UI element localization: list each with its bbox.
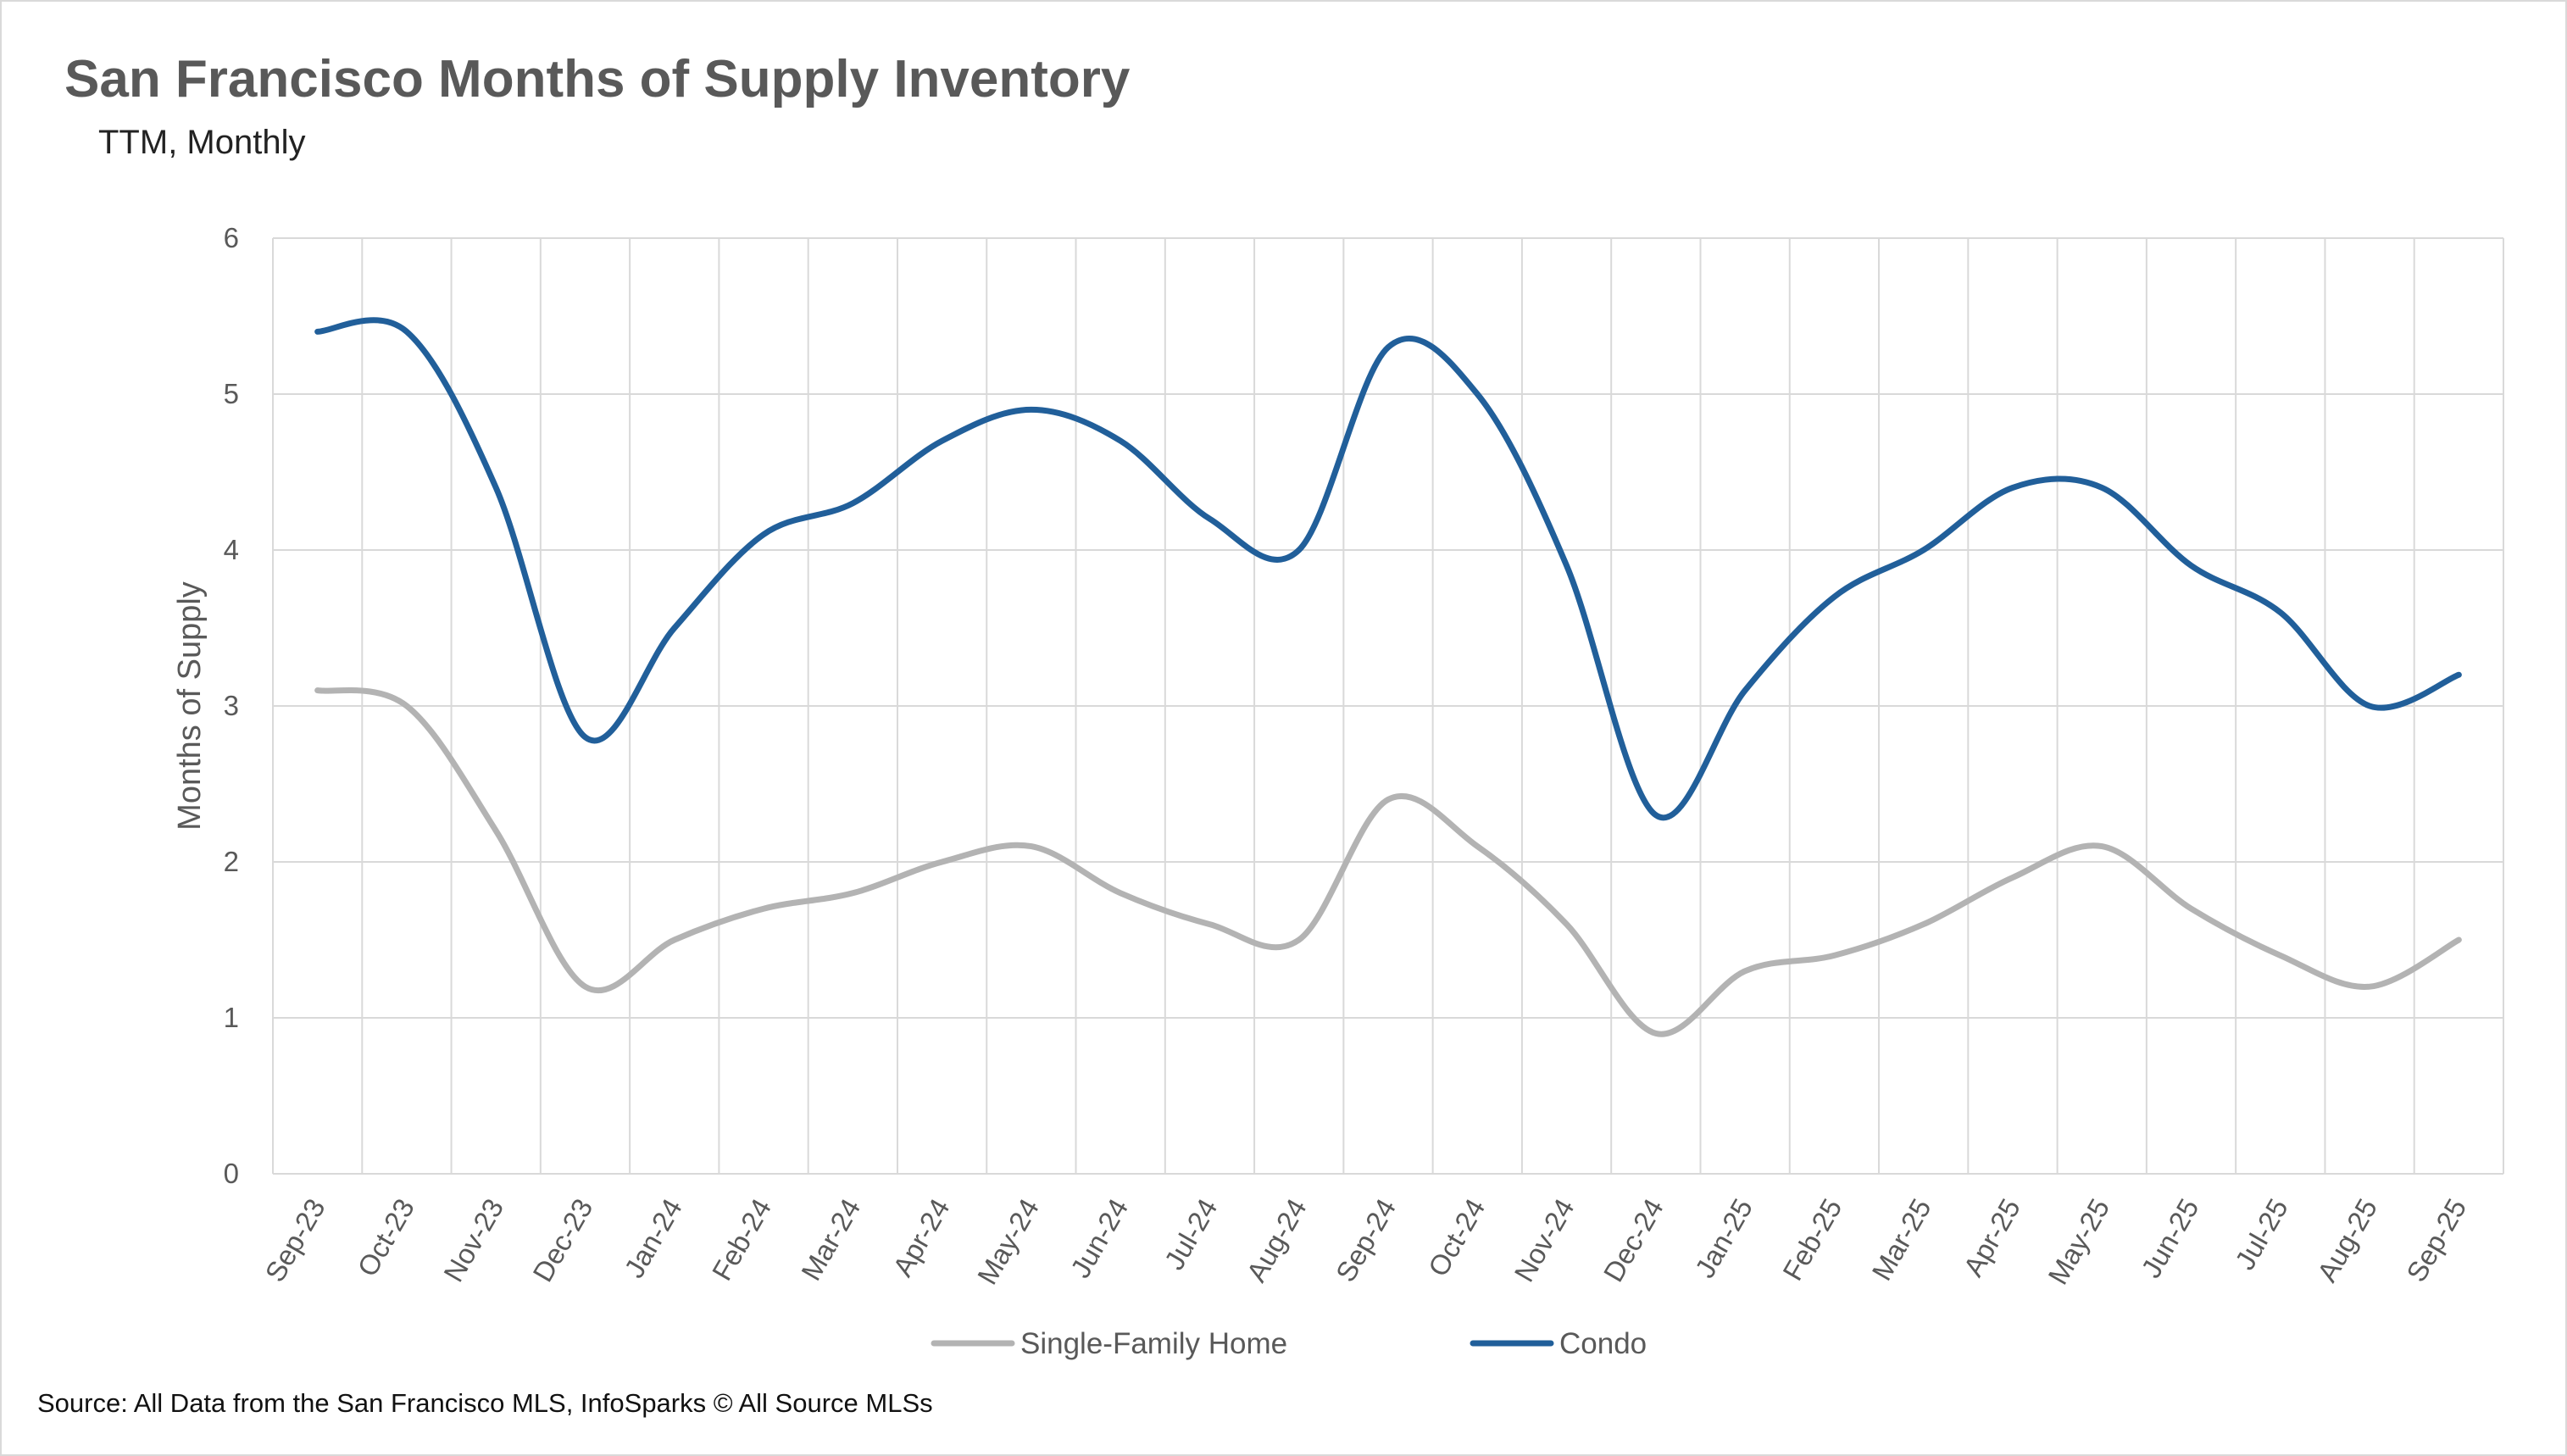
series-line-condo bbox=[314, 317, 2462, 821]
x-tick-label: Oct-24 bbox=[1422, 1193, 1492, 1281]
x-tick-label: Oct-23 bbox=[351, 1193, 420, 1281]
legend-label-condo: Condo bbox=[1559, 1327, 1647, 1360]
y-tick-label: 4 bbox=[224, 534, 239, 565]
x-tick-label: Jan-24 bbox=[618, 1193, 687, 1283]
x-tick-label: Apr-24 bbox=[886, 1193, 956, 1281]
y-tick-label: 5 bbox=[224, 378, 239, 409]
x-tick-label: Sep-24 bbox=[1330, 1193, 1402, 1287]
x-tick-label: Nov-24 bbox=[1508, 1193, 1580, 1287]
x-axis-tick-labels: Sep-23 Oct-23 Nov-23 Dec-23 Jan-24 Feb-24 Mar-… bbox=[258, 1193, 2472, 1290]
legend-label-single-family-home: Single-Family Home bbox=[1020, 1327, 1287, 1360]
x-tick-label: Mar-24 bbox=[795, 1193, 866, 1286]
x-tick-label: May-25 bbox=[2042, 1193, 2115, 1290]
x-tick-label: Feb-25 bbox=[1776, 1193, 1847, 1286]
y-axis-tick-labels: 0 1 2 3 4 5 6 bbox=[224, 222, 239, 1189]
x-tick-label: Sep-23 bbox=[258, 1193, 331, 1287]
x-tick-label: Dec-23 bbox=[526, 1193, 598, 1287]
x-tick-label: Jun-24 bbox=[1064, 1193, 1134, 1283]
chart-subtitle: TTM, Monthly bbox=[98, 124, 306, 161]
x-tick-label: Jul-25 bbox=[2229, 1193, 2294, 1275]
x-tick-label: Sep-25 bbox=[2400, 1193, 2472, 1287]
y-tick-label: 6 bbox=[224, 222, 239, 253]
x-tick-label: Nov-23 bbox=[437, 1193, 509, 1287]
source-note: Source: All Data from the San Francisco … bbox=[37, 1388, 933, 1418]
y-tick-label: 1 bbox=[224, 1002, 239, 1033]
series-lines bbox=[314, 317, 2462, 1037]
y-tick-label: 3 bbox=[224, 690, 239, 721]
y-axis-title: Months of Supply bbox=[172, 581, 208, 831]
x-tick-label: Aug-24 bbox=[1241, 1193, 1313, 1287]
y-tick-label: 0 bbox=[224, 1158, 239, 1189]
x-tick-label: May-24 bbox=[971, 1193, 1045, 1290]
legend: Single-Family Home Condo bbox=[931, 1327, 1647, 1360]
x-tick-label: Jan-25 bbox=[1689, 1193, 1759, 1283]
y-tick-label: 2 bbox=[224, 846, 239, 877]
x-tick-label: Aug-25 bbox=[2311, 1193, 2383, 1287]
x-tick-label: Jul-24 bbox=[1158, 1193, 1224, 1275]
x-tick-label: Dec-24 bbox=[1597, 1193, 1670, 1287]
x-tick-label: Mar-25 bbox=[1865, 1193, 1936, 1286]
x-tick-label: Feb-24 bbox=[706, 1193, 777, 1286]
x-tick-label: Jun-25 bbox=[2135, 1193, 2204, 1283]
chart-title: San Francisco Months of Supply Inventory bbox=[64, 50, 1131, 108]
series-line-single-family-home bbox=[314, 686, 2462, 1037]
x-tick-label: Apr-25 bbox=[1957, 1193, 2026, 1281]
horizontal-gridlines bbox=[273, 237, 2503, 1175]
